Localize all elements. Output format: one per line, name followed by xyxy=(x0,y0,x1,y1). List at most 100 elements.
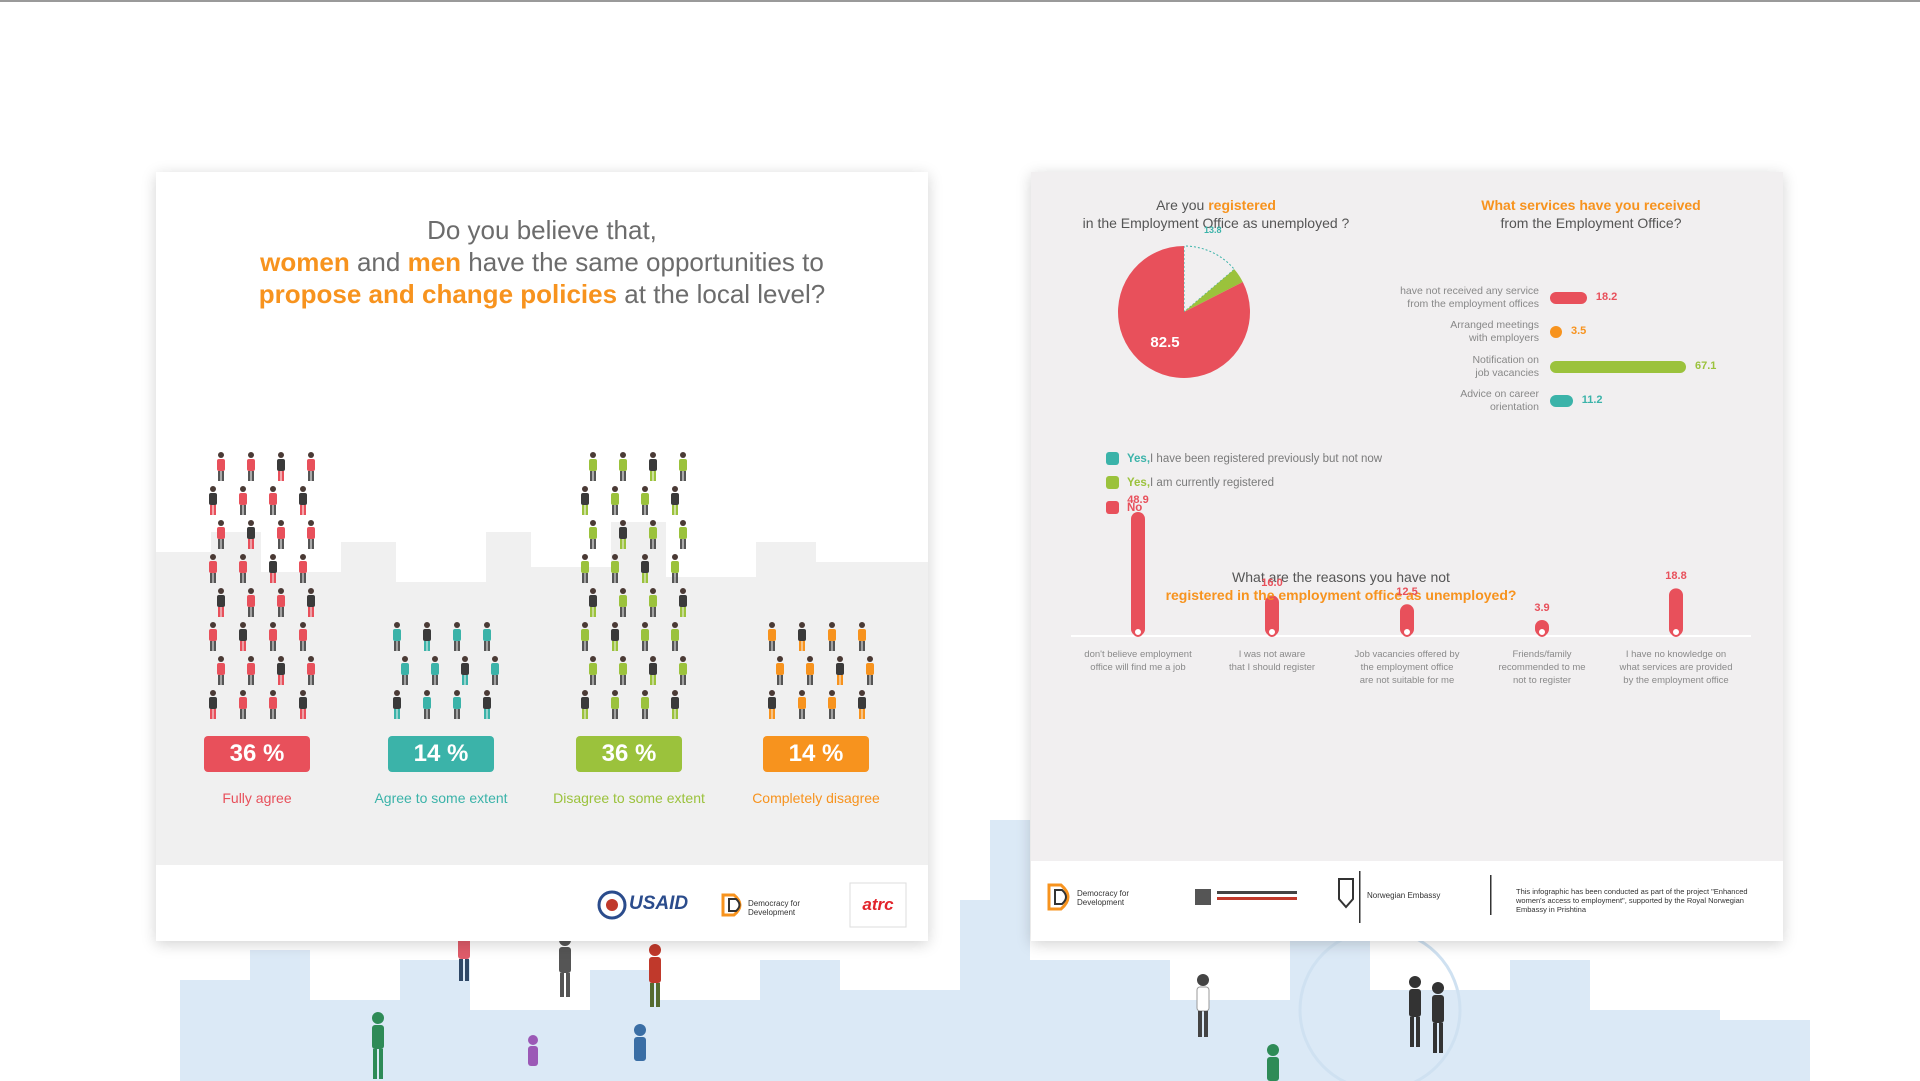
legend-item-currently-registered: Yes, I am currently registered xyxy=(1106,476,1274,489)
footer-divider-1 xyxy=(1359,871,1361,923)
person-mark xyxy=(423,622,431,651)
service-label-4: Advice on career orientation xyxy=(1369,388,1539,414)
person-mark xyxy=(611,622,619,651)
pie-slice-3 xyxy=(1118,246,1250,378)
question-line-3: propose and change policies at the local… xyxy=(156,278,928,310)
reason-label-line: what services are provided xyxy=(1619,662,1733,673)
category-label-completely-disagree: Completely disagree xyxy=(752,790,880,806)
service-bar-3 xyxy=(1550,361,1686,373)
pie-slice-2 xyxy=(1184,269,1243,312)
panel2-footer: Democracy for Development Norwegian Emba… xyxy=(1031,861,1783,941)
registration-pie-chart: 13.8 3.7 82.5 xyxy=(1118,225,1250,378)
service-bar-4 xyxy=(1550,395,1573,407)
services-title-highlight: What services have you received xyxy=(1481,197,1701,213)
person-mark xyxy=(679,656,687,685)
service-bar-2 xyxy=(1550,326,1562,338)
person-mark xyxy=(589,452,597,481)
usaid-seal-center-icon xyxy=(606,899,618,911)
legend-text-1: I have been registered previously but no… xyxy=(1150,452,1383,465)
reason-label-line: the employment office xyxy=(1360,662,1454,673)
reason-bar-dot-1 xyxy=(1133,627,1143,637)
pie-value-label-1: 13.8 xyxy=(1204,225,1222,235)
usaid-logo-text: USAID xyxy=(629,893,689,914)
question-word-women: women xyxy=(260,247,350,277)
person-mark xyxy=(649,588,657,617)
reasons-title-line1: What are the reasons you have not xyxy=(1232,569,1450,585)
service-value-3: 67.1 xyxy=(1695,360,1717,372)
person-mark xyxy=(768,690,776,719)
service-value-1: 18.2 xyxy=(1595,291,1618,303)
reason-value-1: 48.9 xyxy=(1127,494,1149,506)
person-mark xyxy=(641,622,649,651)
employment-charts: 13.8 3.7 82.5 xyxy=(1071,225,1751,637)
people-group-4 xyxy=(768,622,874,719)
footer-project-note: This infographic has been conducted as p… xyxy=(1516,887,1748,914)
person-mark xyxy=(671,622,679,651)
person-mark xyxy=(209,622,217,651)
reason-bar-dot-2 xyxy=(1267,627,1277,637)
person-mark xyxy=(461,656,469,685)
person-mark xyxy=(589,588,597,617)
pie-chart-title: Are you registered in the Employment Off… xyxy=(1051,196,1381,232)
pie-value-label-2: 3.7 xyxy=(1223,278,1236,288)
person-mark xyxy=(611,690,619,719)
person-mark xyxy=(307,452,315,481)
person-mark xyxy=(491,656,499,685)
person-mark xyxy=(589,520,597,549)
legend-no: No xyxy=(1127,501,1143,514)
reason-value-2: 16.0 xyxy=(1261,577,1283,590)
panel1-footer: USAID Democracy for Development atrc xyxy=(156,865,928,941)
person-mark xyxy=(431,656,439,685)
percentage-badge-disagree-some-extent: 36 % xyxy=(576,736,682,772)
reason-value-5: 18.8 xyxy=(1665,570,1687,583)
person-mark xyxy=(217,656,225,685)
person-mark xyxy=(247,656,255,685)
service-value-4: 11.2 xyxy=(1581,394,1603,406)
person-mark xyxy=(307,588,315,617)
legend-swatch-teal xyxy=(1106,452,1119,465)
partner-text-line-1 xyxy=(1217,891,1297,894)
service-label-line: Notification on xyxy=(1472,354,1539,366)
person-mark xyxy=(247,520,255,549)
service-label-2: Arranged meetings with employers xyxy=(1369,319,1539,345)
reason-bar-dot-3 xyxy=(1402,627,1412,637)
footer-logos xyxy=(597,882,907,928)
person-mark xyxy=(393,690,401,719)
atrc-logo-text: atrc xyxy=(862,895,894,914)
person-mark xyxy=(858,622,866,651)
person-mark xyxy=(611,486,619,515)
service-label-line: Advice on career xyxy=(1460,388,1539,400)
reason-label-line: don't believe employment xyxy=(1084,649,1192,660)
pie-slice-1 xyxy=(1183,245,1236,314)
person-mark xyxy=(277,452,285,481)
reason-bar-1 xyxy=(1131,512,1145,636)
person-mark xyxy=(247,588,255,617)
person-mark xyxy=(589,656,597,685)
person-mark xyxy=(247,452,255,481)
people-group-2 xyxy=(393,622,499,719)
person-mark xyxy=(393,622,401,651)
person-mark xyxy=(619,452,627,481)
service-label-line: job vacancies xyxy=(1475,367,1539,379)
d4d-logo-icon-2 xyxy=(1047,883,1070,911)
legend-swatch-red xyxy=(1106,501,1119,514)
person-mark xyxy=(483,622,491,651)
person-mark xyxy=(277,520,285,549)
person-mark xyxy=(581,690,589,719)
person-mark xyxy=(307,520,315,549)
person-mark xyxy=(649,656,657,685)
person-mark xyxy=(277,656,285,685)
person-mark xyxy=(209,486,217,515)
service-label-line: from the employment offices xyxy=(1407,298,1539,310)
top-divider xyxy=(0,0,1920,2)
person-mark xyxy=(581,486,589,515)
person-mark xyxy=(768,622,776,651)
person-mark xyxy=(641,486,649,515)
person-mark xyxy=(866,656,874,685)
person-mark xyxy=(299,486,307,515)
person-mark xyxy=(581,622,589,651)
reason-label-2: I was not aware that I should register xyxy=(1213,648,1331,674)
question-phrase-policies: propose and change policies xyxy=(258,279,618,309)
person-mark xyxy=(679,452,687,481)
